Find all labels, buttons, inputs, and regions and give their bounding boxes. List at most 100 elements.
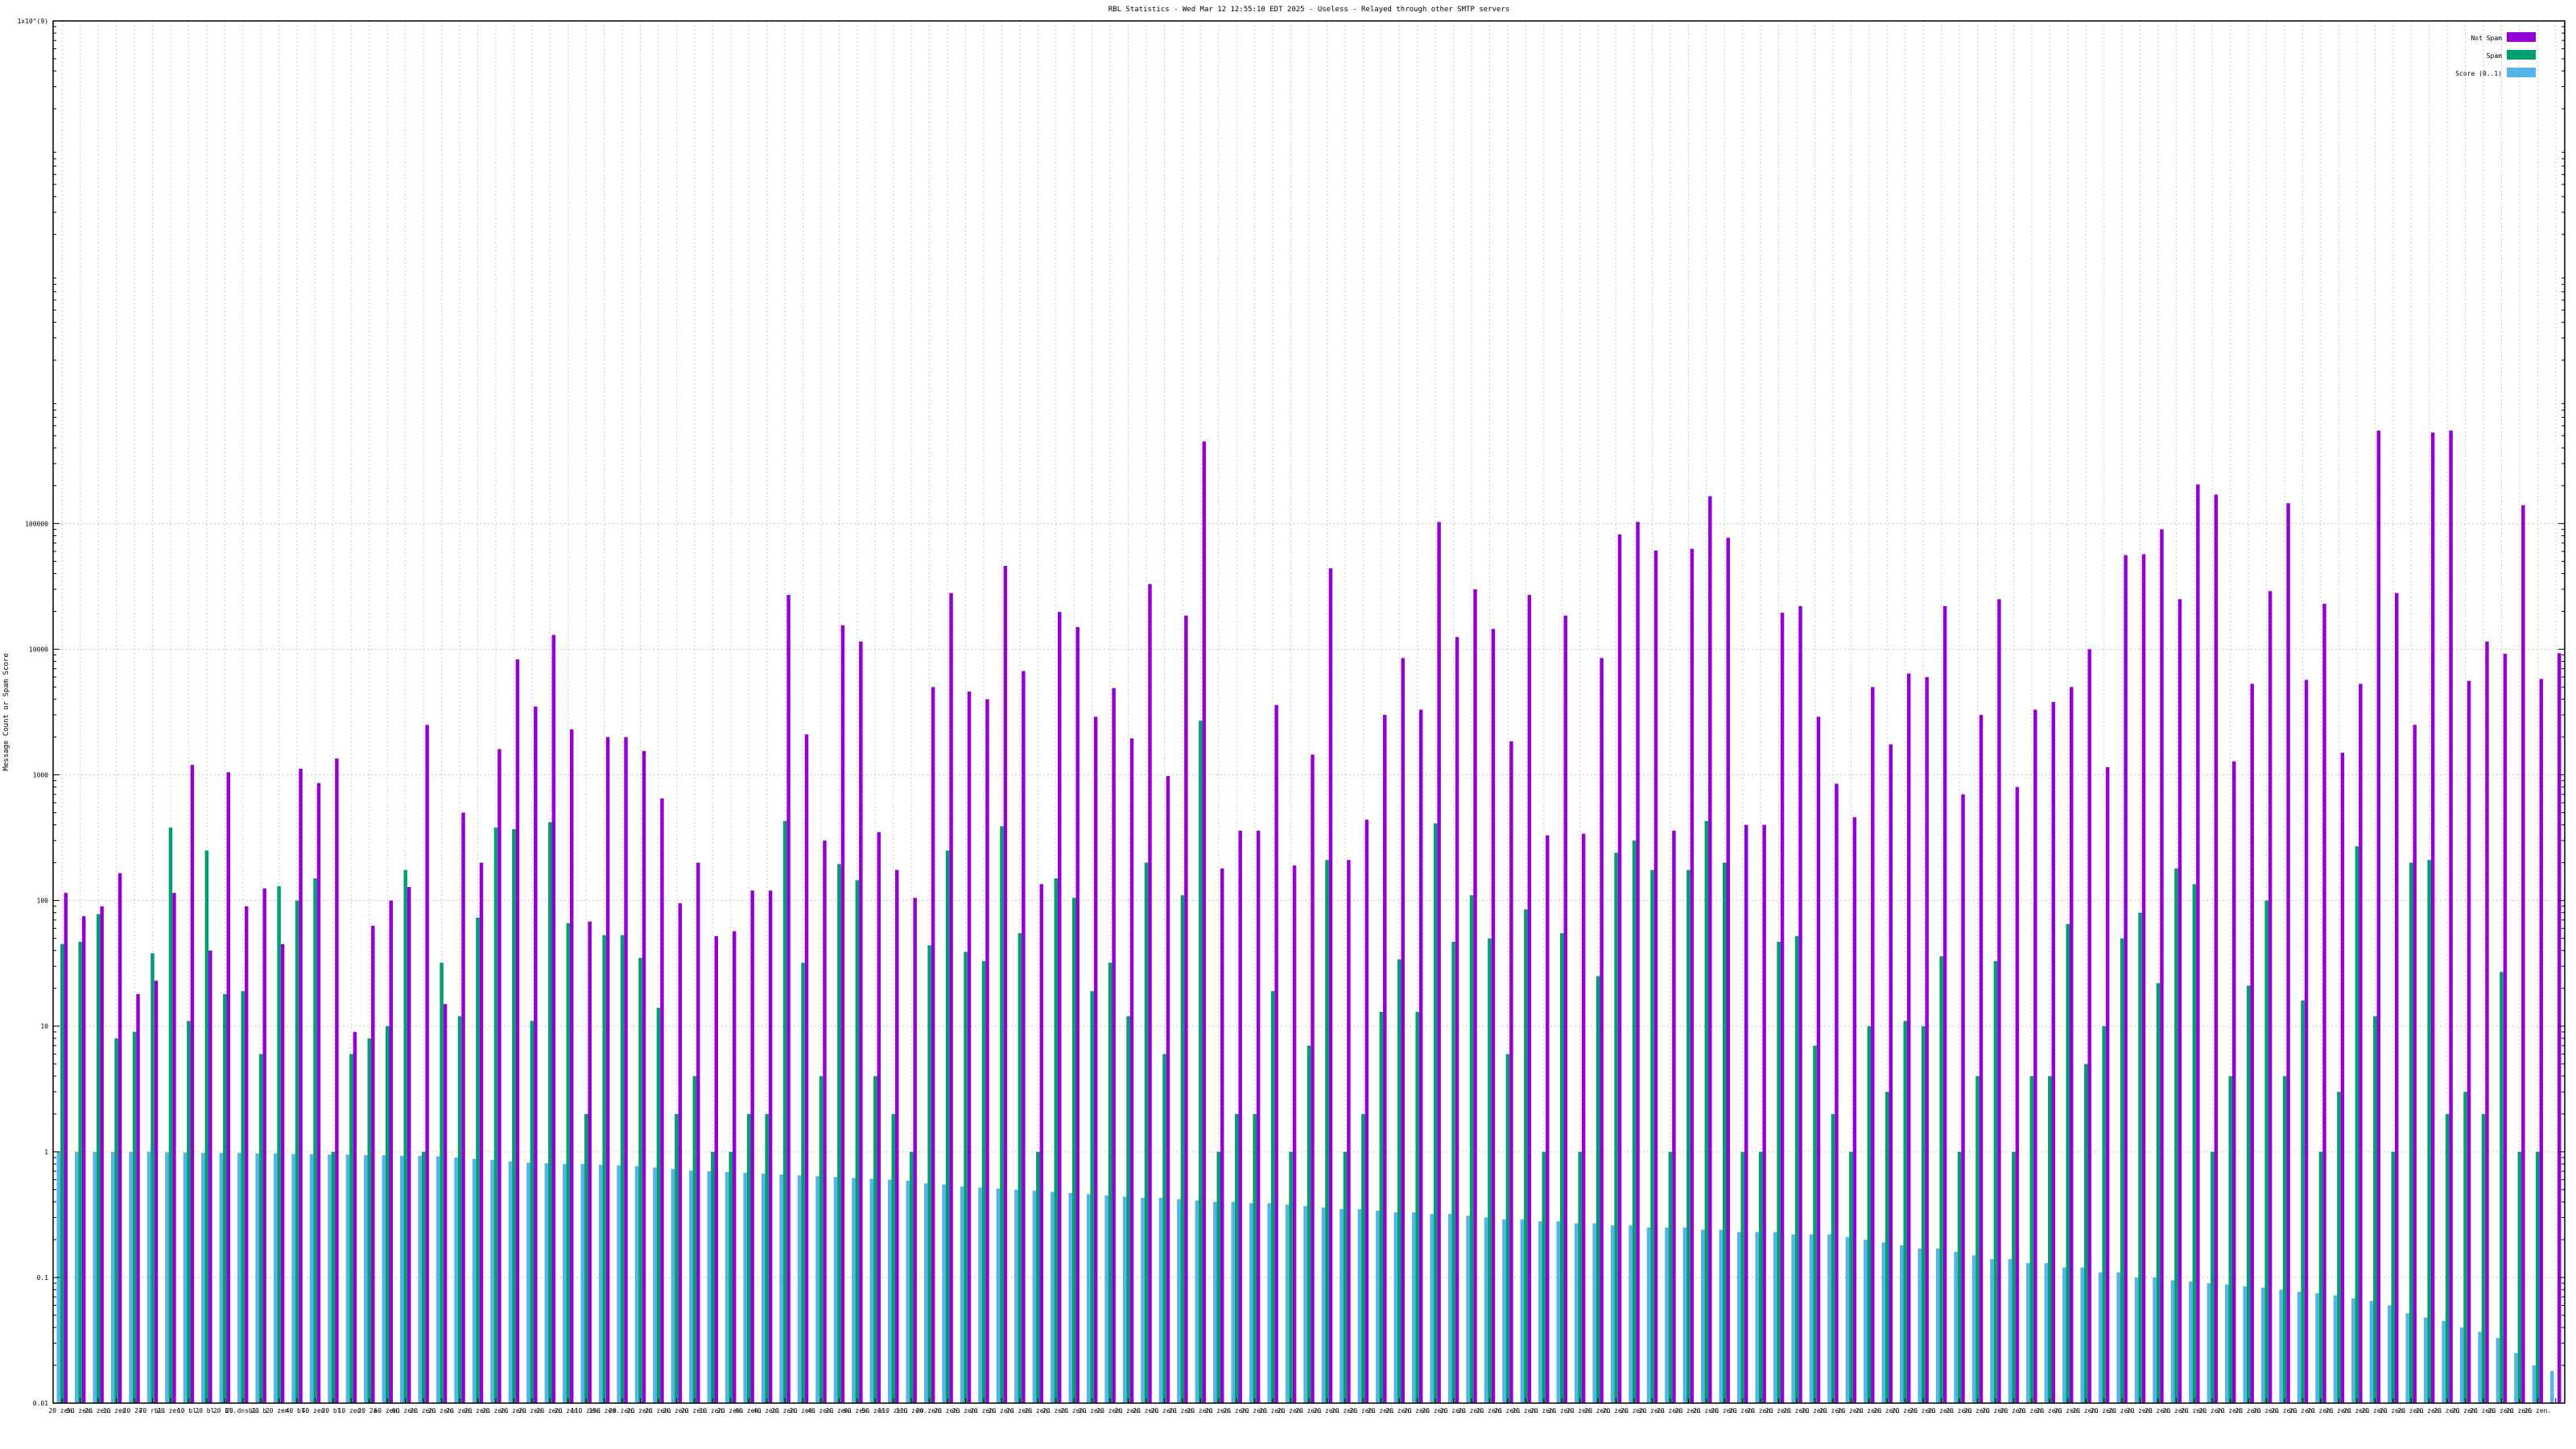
score-bar xyxy=(1719,1229,1724,1403)
x-category-label: 20 zen. xyxy=(2036,1407,2063,1414)
score-bar xyxy=(219,1153,223,1403)
spam-bar xyxy=(2102,1026,2106,1403)
score-bar xyxy=(1249,1203,1253,1403)
score-bar xyxy=(1809,1234,1814,1403)
spam-bar xyxy=(1921,1026,1926,1403)
spam-bar xyxy=(1144,862,1149,1403)
x-category-label: 20 zen. xyxy=(2108,1407,2136,1414)
y-tick-label: 100 xyxy=(37,898,49,905)
x-category-label: 20 zen. xyxy=(536,1407,564,1414)
x-category-label: 20 2a. xyxy=(357,1407,381,1414)
spam-bar xyxy=(2409,862,2413,1403)
spam-bar xyxy=(2029,1075,2034,1403)
not-spam-bar xyxy=(1835,783,1839,1403)
not-spam-bar xyxy=(1364,819,1369,1403)
spam-bar xyxy=(1831,1113,1835,1403)
x-category-label: 20 zen. xyxy=(2018,1407,2046,1414)
score-bar xyxy=(761,1173,766,1403)
not-spam-bar xyxy=(1653,550,1658,1403)
spam-bar xyxy=(168,828,173,1403)
spam-bar xyxy=(2355,846,2359,1403)
spam-bar xyxy=(2048,1075,2052,1403)
spam-bar xyxy=(1108,962,1113,1403)
score-bar xyxy=(942,1184,946,1403)
not-spam-bar xyxy=(2105,767,2110,1403)
spam-bar xyxy=(602,935,606,1403)
spam-bar xyxy=(1578,1151,1582,1403)
x-category-label: 20 zen. xyxy=(2307,1407,2334,1414)
score-bar xyxy=(815,1176,819,1403)
score-bar xyxy=(1592,1223,1596,1403)
not-spam-bar xyxy=(118,873,122,1403)
x-category-label: 60 zen. xyxy=(374,1407,401,1414)
not-spam-bar xyxy=(967,691,972,1403)
not-spam-bar xyxy=(2521,505,2525,1403)
x-category-label: 10 zen. xyxy=(338,1407,365,1414)
spam-bar xyxy=(2228,1075,2232,1403)
spam-bar xyxy=(2445,1113,2450,1403)
x-category-label: 20 zen. xyxy=(518,1407,546,1414)
x-category-label: 20 zen. xyxy=(1476,1407,1504,1414)
score-bar xyxy=(2459,1327,2464,1403)
not-spam-bar xyxy=(1455,637,1459,1403)
score-bar xyxy=(2532,1365,2537,1403)
not-spam-bar xyxy=(497,749,502,1403)
score-bar xyxy=(707,1170,712,1403)
x-category-label: 20 zen. xyxy=(1548,1407,1575,1414)
x-category-label: 20 zen. xyxy=(826,1407,853,1414)
spam-bar xyxy=(2083,1063,2088,1403)
spam-bar xyxy=(2373,1016,2377,1403)
x-category-label: 20 zen. xyxy=(1079,1407,1106,1414)
score-bar xyxy=(906,1180,910,1403)
spam-bar xyxy=(457,1016,462,1403)
x-category-label: 20 zen. xyxy=(1115,1407,1142,1414)
score-bar xyxy=(960,1186,964,1403)
not-spam-bar xyxy=(2376,430,2381,1403)
not-spam-bar xyxy=(208,950,213,1403)
not-spam-bar xyxy=(1473,588,1477,1403)
spam-bar xyxy=(1253,1113,1257,1403)
x-category-label: 20 zen. xyxy=(2054,1407,2082,1414)
score-bar xyxy=(291,1154,295,1403)
score-bar xyxy=(328,1154,332,1403)
spam-bar xyxy=(945,850,950,1403)
spam-bar xyxy=(295,900,299,1403)
spam-bar xyxy=(1018,933,1022,1403)
x-category-label: 20 zen. xyxy=(1693,1407,1720,1414)
spam-bar xyxy=(530,1021,535,1403)
x-category-label: 20 zen. xyxy=(1278,1407,1305,1414)
score-bar xyxy=(1954,1252,1958,1403)
not-spam-bar xyxy=(1961,794,1965,1403)
x-category-label: 20 zen. xyxy=(970,1407,997,1414)
spam-bar xyxy=(1307,1045,1311,1403)
x-category-label: 20 zen. xyxy=(1006,1407,1034,1414)
x-category-label: 20 zen. xyxy=(1133,1407,1160,1414)
spam-bar xyxy=(1560,933,1564,1403)
not-spam-bar xyxy=(534,706,538,1403)
x-category-label: 20 zen. xyxy=(85,1407,112,1414)
not-spam-bar xyxy=(2485,641,2489,1403)
y-tick-label: 0.1 xyxy=(37,1274,49,1282)
x-category-label: 110 zen. xyxy=(571,1407,602,1414)
not-spam-bar xyxy=(1418,709,1423,1403)
x-category-label: 20 zen. xyxy=(2217,1407,2244,1414)
score-bar xyxy=(1141,1198,1145,1403)
score-bar xyxy=(1827,1234,1831,1403)
not-spam-bar xyxy=(696,862,700,1403)
score-bar xyxy=(2478,1331,2482,1403)
score-bar xyxy=(923,1183,928,1403)
spam-bar xyxy=(909,1151,914,1403)
x-category-label: 20 zen. xyxy=(2253,1407,2281,1414)
x-category-label: 40 zen. xyxy=(302,1407,329,1414)
spam-bar xyxy=(1704,820,1709,1403)
spam-bar xyxy=(1036,1151,1040,1403)
not-spam-bar xyxy=(732,931,737,1403)
score-bar xyxy=(1556,1221,1560,1403)
x-category-label: 20 zen. xyxy=(2452,1407,2479,1414)
not-spam-bar xyxy=(1546,835,1550,1403)
score-bar xyxy=(1177,1199,1181,1403)
spam-bar xyxy=(78,941,82,1403)
score-bar xyxy=(1411,1212,1416,1403)
score-bar xyxy=(1376,1210,1380,1403)
score-bar xyxy=(2423,1317,2428,1403)
